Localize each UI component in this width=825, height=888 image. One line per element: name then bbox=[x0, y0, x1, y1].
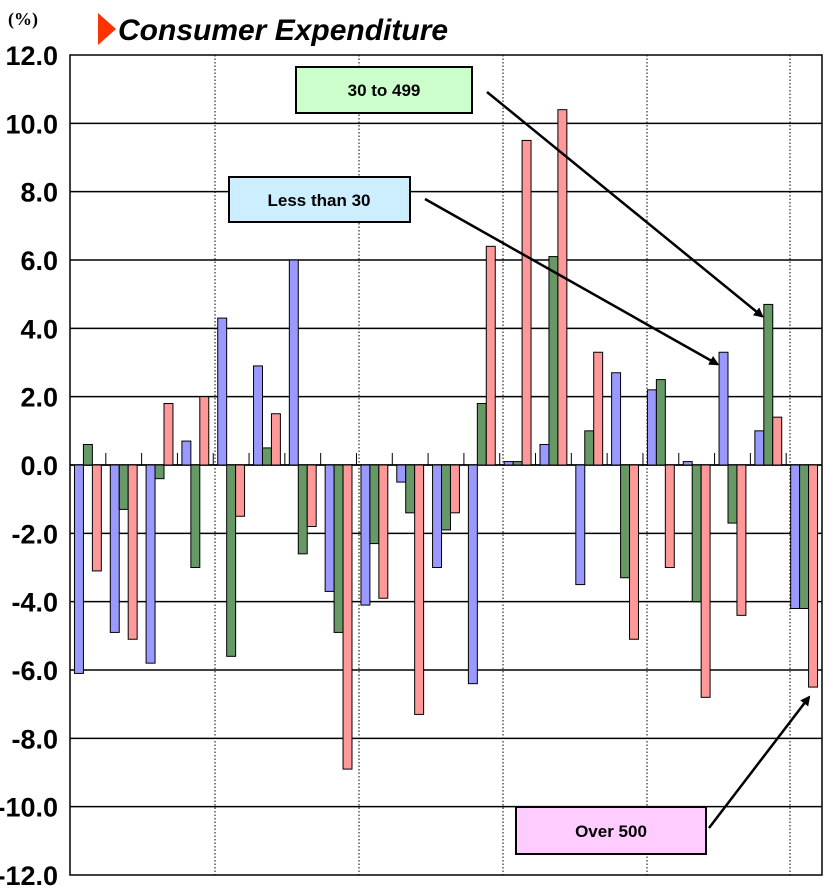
bar bbox=[199, 396, 210, 466]
bar bbox=[360, 464, 371, 606]
bar bbox=[521, 139, 532, 466]
bar bbox=[449, 464, 460, 514]
bar bbox=[620, 464, 631, 579]
y-axis-tick-labels: 12.0 10.0 8.0 6.0 4.0 2.0 0.0 -2.0 -4.0 -6.0 -8.0 -… bbox=[0, 41, 58, 888]
y-tick-label: -2.0 bbox=[11, 519, 58, 549]
annotation-arrow bbox=[708, 695, 811, 829]
bar bbox=[91, 464, 102, 572]
bar bbox=[226, 464, 237, 657]
bar bbox=[154, 464, 165, 480]
y-tick-label: -8.0 bbox=[11, 724, 58, 754]
annotation-arrow bbox=[486, 91, 764, 318]
bar bbox=[593, 351, 604, 466]
bar bbox=[790, 464, 801, 609]
annotation-arrow bbox=[424, 197, 720, 366]
y-tick-label: 6.0 bbox=[20, 246, 58, 276]
bars bbox=[73, 109, 819, 770]
bar bbox=[539, 444, 550, 466]
bar bbox=[808, 464, 819, 688]
bar bbox=[664, 464, 675, 568]
y-tick-label: 12.0 bbox=[5, 41, 58, 71]
bar bbox=[253, 365, 263, 466]
annotation-arrows bbox=[424, 91, 811, 829]
bar bbox=[691, 464, 702, 603]
bar bbox=[288, 259, 299, 466]
bar bbox=[145, 464, 156, 664]
bar bbox=[270, 413, 281, 466]
bar bbox=[718, 351, 729, 466]
bar bbox=[512, 461, 523, 466]
bar bbox=[306, 464, 317, 527]
legend-callout-over-500: Over 500 bbox=[515, 806, 707, 855]
bar bbox=[441, 464, 451, 531]
bar bbox=[414, 464, 425, 715]
bar bbox=[655, 379, 666, 466]
bar bbox=[261, 447, 272, 466]
bar bbox=[190, 464, 201, 568]
y-tick-label: -10.0 bbox=[0, 793, 58, 823]
bar bbox=[503, 461, 514, 466]
y-tick-label: -6.0 bbox=[11, 656, 58, 686]
bar bbox=[235, 464, 246, 517]
bar bbox=[736, 464, 747, 616]
legend-label-30-to-499: 30 to 499 bbox=[348, 81, 421, 100]
bar bbox=[163, 403, 174, 466]
bar bbox=[584, 430, 595, 466]
bar bbox=[297, 464, 308, 555]
legend-callout-30-to-499: 30 to 499 bbox=[295, 66, 473, 114]
bar bbox=[485, 245, 496, 466]
plot-area-border bbox=[69, 54, 823, 876]
bar bbox=[575, 464, 586, 586]
y-tick-label: 8.0 bbox=[20, 178, 58, 208]
bar bbox=[763, 303, 774, 466]
legend-label-less-than-30: Less than 30 bbox=[268, 191, 371, 210]
legend-label-over-500: Over 500 bbox=[575, 822, 647, 841]
bar bbox=[700, 464, 711, 698]
bar bbox=[396, 464, 407, 483]
bar bbox=[799, 464, 810, 609]
unit-label: (%) bbox=[8, 9, 38, 30]
bar bbox=[557, 109, 568, 466]
bar bbox=[682, 461, 693, 466]
bar bbox=[82, 444, 93, 466]
bar bbox=[476, 403, 487, 466]
bar bbox=[432, 464, 443, 568]
bar bbox=[548, 256, 559, 466]
legend-box-30-to-499 bbox=[295, 66, 473, 114]
y-tick-label: 2.0 bbox=[20, 383, 58, 413]
bar bbox=[127, 464, 138, 640]
bar bbox=[181, 440, 192, 466]
legend-box-less-than-30 bbox=[228, 176, 411, 223]
bar bbox=[727, 464, 738, 524]
bar bbox=[646, 389, 657, 466]
title-bullet-arrow-icon bbox=[98, 13, 116, 45]
bar bbox=[342, 464, 353, 770]
bar bbox=[467, 464, 478, 685]
bar bbox=[217, 317, 228, 466]
bar bbox=[118, 464, 129, 510]
y-tick-label: 4.0 bbox=[20, 314, 58, 344]
bar bbox=[369, 464, 380, 545]
y-tick-label: 10.0 bbox=[5, 109, 58, 139]
y-tick-label: 0.0 bbox=[20, 451, 58, 481]
legend-box-over-500 bbox=[515, 806, 707, 855]
bar bbox=[73, 464, 84, 674]
y-tick-label: -4.0 bbox=[11, 588, 58, 618]
bar bbox=[378, 464, 389, 599]
legend-callout-less-than-30: Less than 30 bbox=[228, 176, 411, 223]
bar bbox=[754, 430, 765, 466]
bar bbox=[333, 464, 344, 633]
bar bbox=[772, 416, 783, 466]
bar bbox=[611, 372, 622, 466]
bar bbox=[405, 464, 416, 514]
y-tick-label: -12.0 bbox=[0, 861, 58, 888]
chart-title: Consumer Expenditure bbox=[118, 14, 448, 47]
bar bbox=[324, 464, 335, 592]
bar bbox=[629, 464, 639, 640]
bar bbox=[109, 464, 120, 633]
